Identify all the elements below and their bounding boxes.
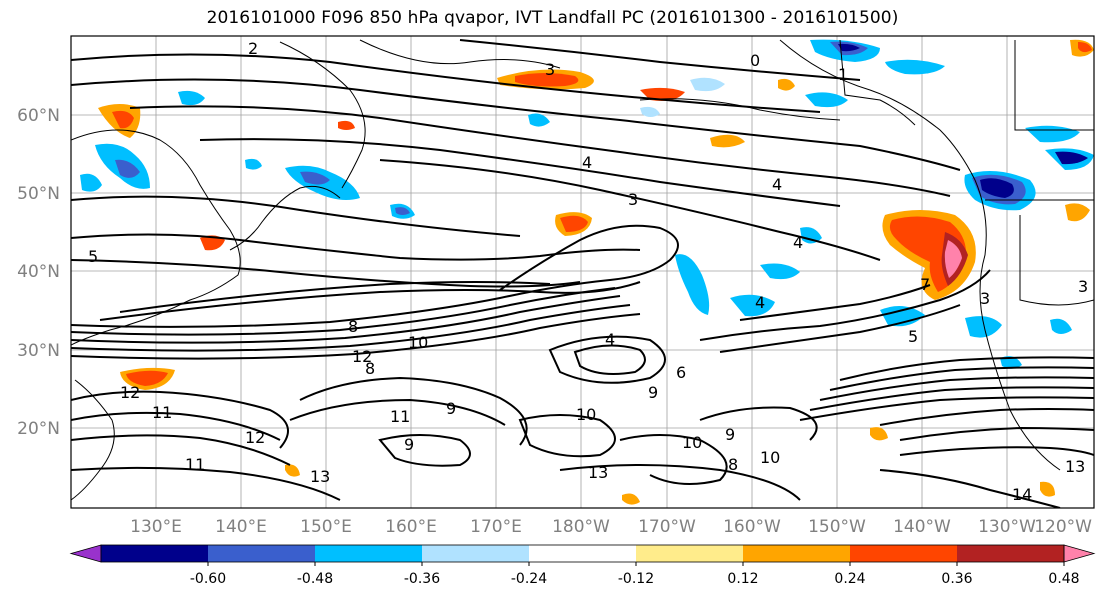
lon-label: 170°E <box>470 517 522 537</box>
colorbar-tick-label: 0.48 <box>1048 571 1079 587</box>
colorbar-tick-label: -0.60 <box>190 571 226 587</box>
contour-label: 1 <box>838 65 848 84</box>
colorbar-tick-label: 0.12 <box>727 571 758 587</box>
contour-label: 3 <box>1078 277 1088 296</box>
contour-label: 8 <box>365 359 375 378</box>
colorbar-segment <box>208 545 316 562</box>
colorbar-segment <box>743 545 851 562</box>
contour-label: 12 <box>352 347 372 366</box>
colorbar-segment <box>636 545 744 562</box>
contour-label: 9 <box>404 435 414 454</box>
contour-label: 4 <box>755 293 765 312</box>
contour-label: 9 <box>725 425 735 444</box>
contour-label: 5 <box>88 247 98 266</box>
contour-label: 8 <box>728 455 738 474</box>
lon-label: 130°E <box>130 517 182 537</box>
contour-label: 10 <box>760 448 780 467</box>
contour-label: 0 <box>750 51 760 70</box>
contour-lines <box>71 39 1094 508</box>
lon-label: 160°W <box>723 517 781 537</box>
lon-label: 150°W <box>808 517 866 537</box>
contour-label: 7 <box>920 275 930 294</box>
contour-label: 11 <box>185 455 205 474</box>
lat-label: 40°N <box>17 262 60 282</box>
contour-label: 4 <box>793 233 803 252</box>
colorbar-extend-low <box>69 544 102 563</box>
graticule <box>71 36 1094 508</box>
contour-label: 10 <box>408 333 428 352</box>
colorbar-segment <box>957 545 1065 562</box>
contour-label: 4 <box>605 330 615 349</box>
lon-label: 180°W <box>552 517 610 537</box>
lat-label: 20°N <box>17 419 60 439</box>
colorbar-tick-label: -0.24 <box>511 571 547 587</box>
contour-label: 10 <box>576 405 596 424</box>
contour-label: 10 <box>682 433 702 452</box>
colorbar-segment <box>422 545 530 562</box>
contour-label: 8 <box>348 317 358 336</box>
lon-label: 160°E <box>385 517 437 537</box>
contour-label: 2 <box>248 39 258 58</box>
contour-label: 9 <box>446 399 456 418</box>
lon-label: 120°W <box>1034 517 1092 537</box>
contour-label: 4 <box>772 175 782 194</box>
map-border <box>70 35 1095 509</box>
colorbar-segment <box>315 545 423 562</box>
contour-label: 3 <box>628 190 638 209</box>
contour-label: 9 <box>648 383 658 402</box>
colorbar-outline <box>100 544 1065 563</box>
contour-label: 5 <box>908 327 918 346</box>
colorbar-segment <box>850 545 958 562</box>
colorbar-extend-high <box>1063 544 1096 563</box>
lon-label: 140°W <box>893 517 951 537</box>
lon-label: 150°E <box>300 517 352 537</box>
longitude-labels: 130°E 140°E 150°E 160°E 170°E 180°W 170°… <box>130 517 1092 537</box>
colorbar-segment <box>101 545 209 562</box>
contour-label: 11 <box>390 407 410 426</box>
lon-label: 140°E <box>215 517 267 537</box>
map-title: 2016101000 F096 850 hPa qvapor, IVT Land… <box>206 8 899 28</box>
colorbar-tick-label: -0.48 <box>297 571 333 587</box>
contour-label: 11 <box>152 403 172 422</box>
contour-label: 4 <box>582 153 592 172</box>
lat-label: 50°N <box>17 184 60 204</box>
contour-label: 12 <box>245 428 265 447</box>
contour-label: 3 <box>545 60 555 79</box>
contour-label: 3 <box>980 289 990 308</box>
colorbar-tick-label: -0.12 <box>618 571 654 587</box>
contour-label: 14 <box>1012 485 1032 504</box>
contour-label: 13 <box>1065 457 1085 476</box>
lat-label: 60°N <box>17 106 60 126</box>
latitude-labels: 60°N 50°N 40°N 30°N 20°N <box>17 106 60 439</box>
coastlines <box>71 39 1094 501</box>
contour-label: 13 <box>588 463 608 482</box>
contour-label: 6 <box>676 363 686 382</box>
lon-label: 130°W <box>978 517 1036 537</box>
colorbar-tick-label: 0.24 <box>834 571 865 587</box>
colorbar-segment <box>529 545 637 562</box>
lat-label: 30°N <box>17 341 60 361</box>
contour-label-group: 2 0 1 3 4 3 4 4 5 3 4 5 8 12 10 4 6 9 8 … <box>88 39 1088 504</box>
contour-label: 13 <box>310 467 330 486</box>
lon-label: 170°W <box>638 517 696 537</box>
colorbar: -0.60 -0.48 -0.36 -0.24 -0.12 0.12 0.24 0.36 0.4… <box>69 544 1096 587</box>
qvapor-shading <box>80 39 1094 505</box>
contour-label: 12 <box>120 383 140 402</box>
colorbar-tick-label: -0.36 <box>404 571 440 587</box>
colorbar-tick-label: 0.36 <box>941 571 972 587</box>
